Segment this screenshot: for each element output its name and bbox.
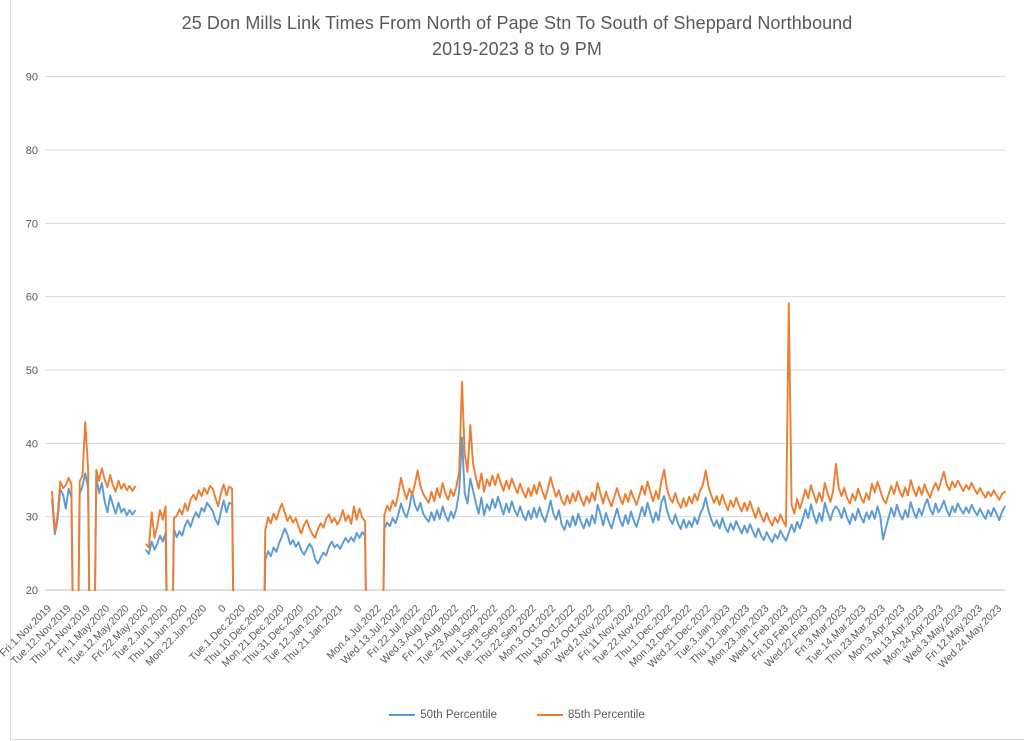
y-tick-label: 40 <box>26 438 38 450</box>
series-line-50th-percentile <box>145 436 1006 591</box>
y-tick-label: 30 <box>26 512 38 524</box>
legend-item-85th-percentile: 85th Percentile <box>537 709 645 721</box>
legend: 50th Percentile 85th Percentile <box>11 709 1023 721</box>
legend-label-85th: 85th Percentile <box>568 709 645 721</box>
legend-swatch-85th-icon <box>537 714 563 716</box>
chart-title-line1: 25 Don Mills Link Times From North of Pa… <box>181 13 853 33</box>
y-tick-label: 70 <box>26 218 38 230</box>
x-tick-label: 0 <box>352 603 365 616</box>
chart-frame-bottom-border <box>10 739 1024 740</box>
y-tick-label: 60 <box>26 292 38 304</box>
chart-title: 25 Don Mills Link Times From North of Pa… <box>11 10 1023 62</box>
series-line-85th-percentile <box>51 421 137 591</box>
chart-title-line2: 2019-2023 8 to 9 PM <box>431 39 603 59</box>
y-tick-label: 50 <box>26 365 38 377</box>
x-tick-label: 0 <box>216 603 229 616</box>
chart-frame-left-border <box>10 0 11 741</box>
y-tick-label: 90 <box>26 72 38 84</box>
y-tick-label: 20 <box>26 585 38 597</box>
series-line-50th-percentile <box>51 472 137 591</box>
y-tick-label: 80 <box>26 145 38 157</box>
legend-label-50th: 50th Percentile <box>420 709 497 721</box>
series-line-85th-percentile <box>145 302 1006 591</box>
legend-item-50th-percentile: 50th Percentile <box>389 709 497 721</box>
legend-swatch-50th-icon <box>389 714 416 716</box>
